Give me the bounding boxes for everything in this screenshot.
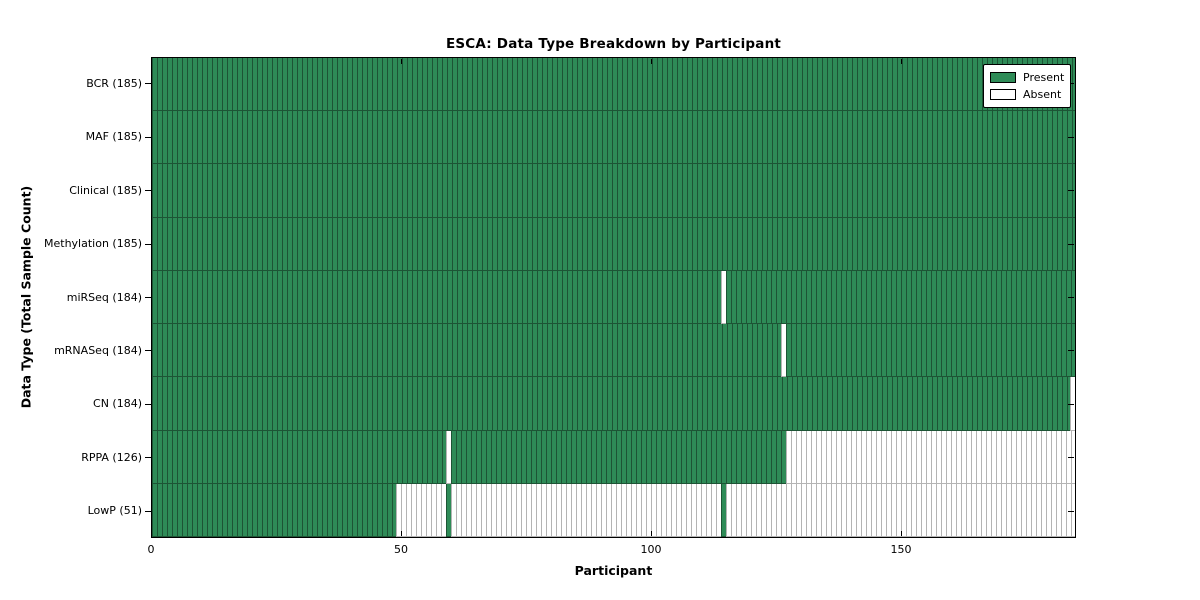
- plot-frame: [151, 57, 1076, 538]
- y-tick-left: [145, 403, 151, 405]
- matrix-rows: [152, 58, 1075, 537]
- y-tick-label-LowP: LowP (51): [87, 504, 142, 518]
- y-tick-label-Methylation: Methylation (185): [44, 237, 142, 251]
- matrix-row-CN: [152, 377, 1075, 431]
- absent-segment: [785, 430, 1075, 484]
- y-tick-right: [1068, 243, 1074, 245]
- absent-segment: [446, 430, 452, 484]
- y-tick-left: [145, 510, 151, 512]
- matrix-row-BCR: [152, 58, 1075, 112]
- y-tick-right: [1068, 457, 1074, 459]
- y-tick-right: [1068, 83, 1074, 85]
- present-segment: [720, 483, 726, 537]
- present-segment: [152, 483, 397, 537]
- y-tick-label-RPPA: RPPA (126): [81, 450, 142, 464]
- absent-segment: [725, 483, 1075, 537]
- y-tick-right: [1068, 136, 1074, 138]
- x-tick-bottom: [401, 531, 402, 536]
- matrix-row-Clinical: [152, 164, 1075, 218]
- matrix-row-LowP: [152, 483, 1075, 537]
- present-segment: [446, 483, 452, 537]
- x-tick-label-0: 0: [147, 543, 155, 556]
- y-tick-left: [145, 190, 151, 192]
- y-tick-label-CN: CN (184): [93, 397, 142, 411]
- y-tick-left: [145, 297, 151, 298]
- chart-title: ESCA: Data Type Breakdown by Participant: [445, 36, 782, 52]
- x-tick-top: [401, 59, 402, 64]
- x-tick-label-150: 150: [890, 543, 912, 556]
- matrix-row-Methylation: [152, 217, 1075, 271]
- y-tick-right: [1068, 510, 1074, 512]
- y-tick-right: [1068, 190, 1074, 192]
- present-segment: [152, 377, 1070, 431]
- present-segment: [152, 217, 1075, 271]
- y-tick-right: [1068, 403, 1074, 405]
- x-tick-bottom: [151, 531, 152, 536]
- present-segment: [152, 430, 447, 484]
- present-segment: [451, 430, 786, 484]
- y-tick-label-miRSeq: miRSeq (184): [66, 290, 142, 304]
- present-segment: [725, 270, 1075, 325]
- absent-segment: [396, 483, 447, 537]
- present-segment: [152, 270, 721, 325]
- legend-entry-label: Absent: [1023, 88, 1062, 101]
- x-tick-top: [151, 59, 152, 64]
- x-tick-bottom: [901, 531, 902, 536]
- x-tick-bottom: [651, 531, 652, 536]
- x-axis-label: Participant: [574, 563, 653, 578]
- y-tick-left: [145, 83, 151, 85]
- y-tick-left: [145, 243, 151, 245]
- absent-segment: [780, 324, 786, 378]
- y-tick-right: [1068, 297, 1074, 298]
- y-tick-left: [145, 350, 151, 352]
- matrix-row-MAF: [152, 111, 1075, 165]
- present-segment: [152, 58, 1075, 112]
- matrix-row-mRNASeq: [152, 324, 1075, 378]
- legend-swatch-present: [990, 72, 1016, 83]
- legend-entry-absent: Absent: [990, 88, 1064, 101]
- y-tick-label-MAF: MAF (185): [85, 130, 142, 144]
- legend-box: Present Absent: [983, 64, 1071, 108]
- absent-segment: [451, 483, 721, 537]
- legend-entry-present: Present: [990, 71, 1064, 84]
- legend-swatch-absent: [990, 89, 1016, 100]
- y-tick-right: [1068, 350, 1074, 352]
- y-tick-label-BCR: BCR (185): [86, 76, 142, 90]
- present-segment: [152, 111, 1075, 165]
- matrix-row-miRSeq: [152, 270, 1075, 325]
- y-tick-left: [145, 136, 151, 138]
- matrix-row-RPPA: [152, 430, 1075, 484]
- x-tick-top: [651, 59, 652, 64]
- absent-segment: [720, 270, 726, 325]
- present-segment: [152, 324, 781, 378]
- y-tick-left: [145, 457, 151, 459]
- legend-entry-label: Present: [1023, 71, 1065, 84]
- x-tick-label-100: 100: [640, 543, 662, 556]
- present-segment: [785, 324, 1075, 378]
- x-tick-top: [901, 59, 902, 64]
- x-tick-label-50: 50: [394, 543, 408, 556]
- present-segment: [152, 164, 1075, 218]
- y-tick-label-mRNASeq: mRNASeq (184): [54, 343, 142, 357]
- y-tick-label-Clinical: Clinical (185): [69, 183, 142, 197]
